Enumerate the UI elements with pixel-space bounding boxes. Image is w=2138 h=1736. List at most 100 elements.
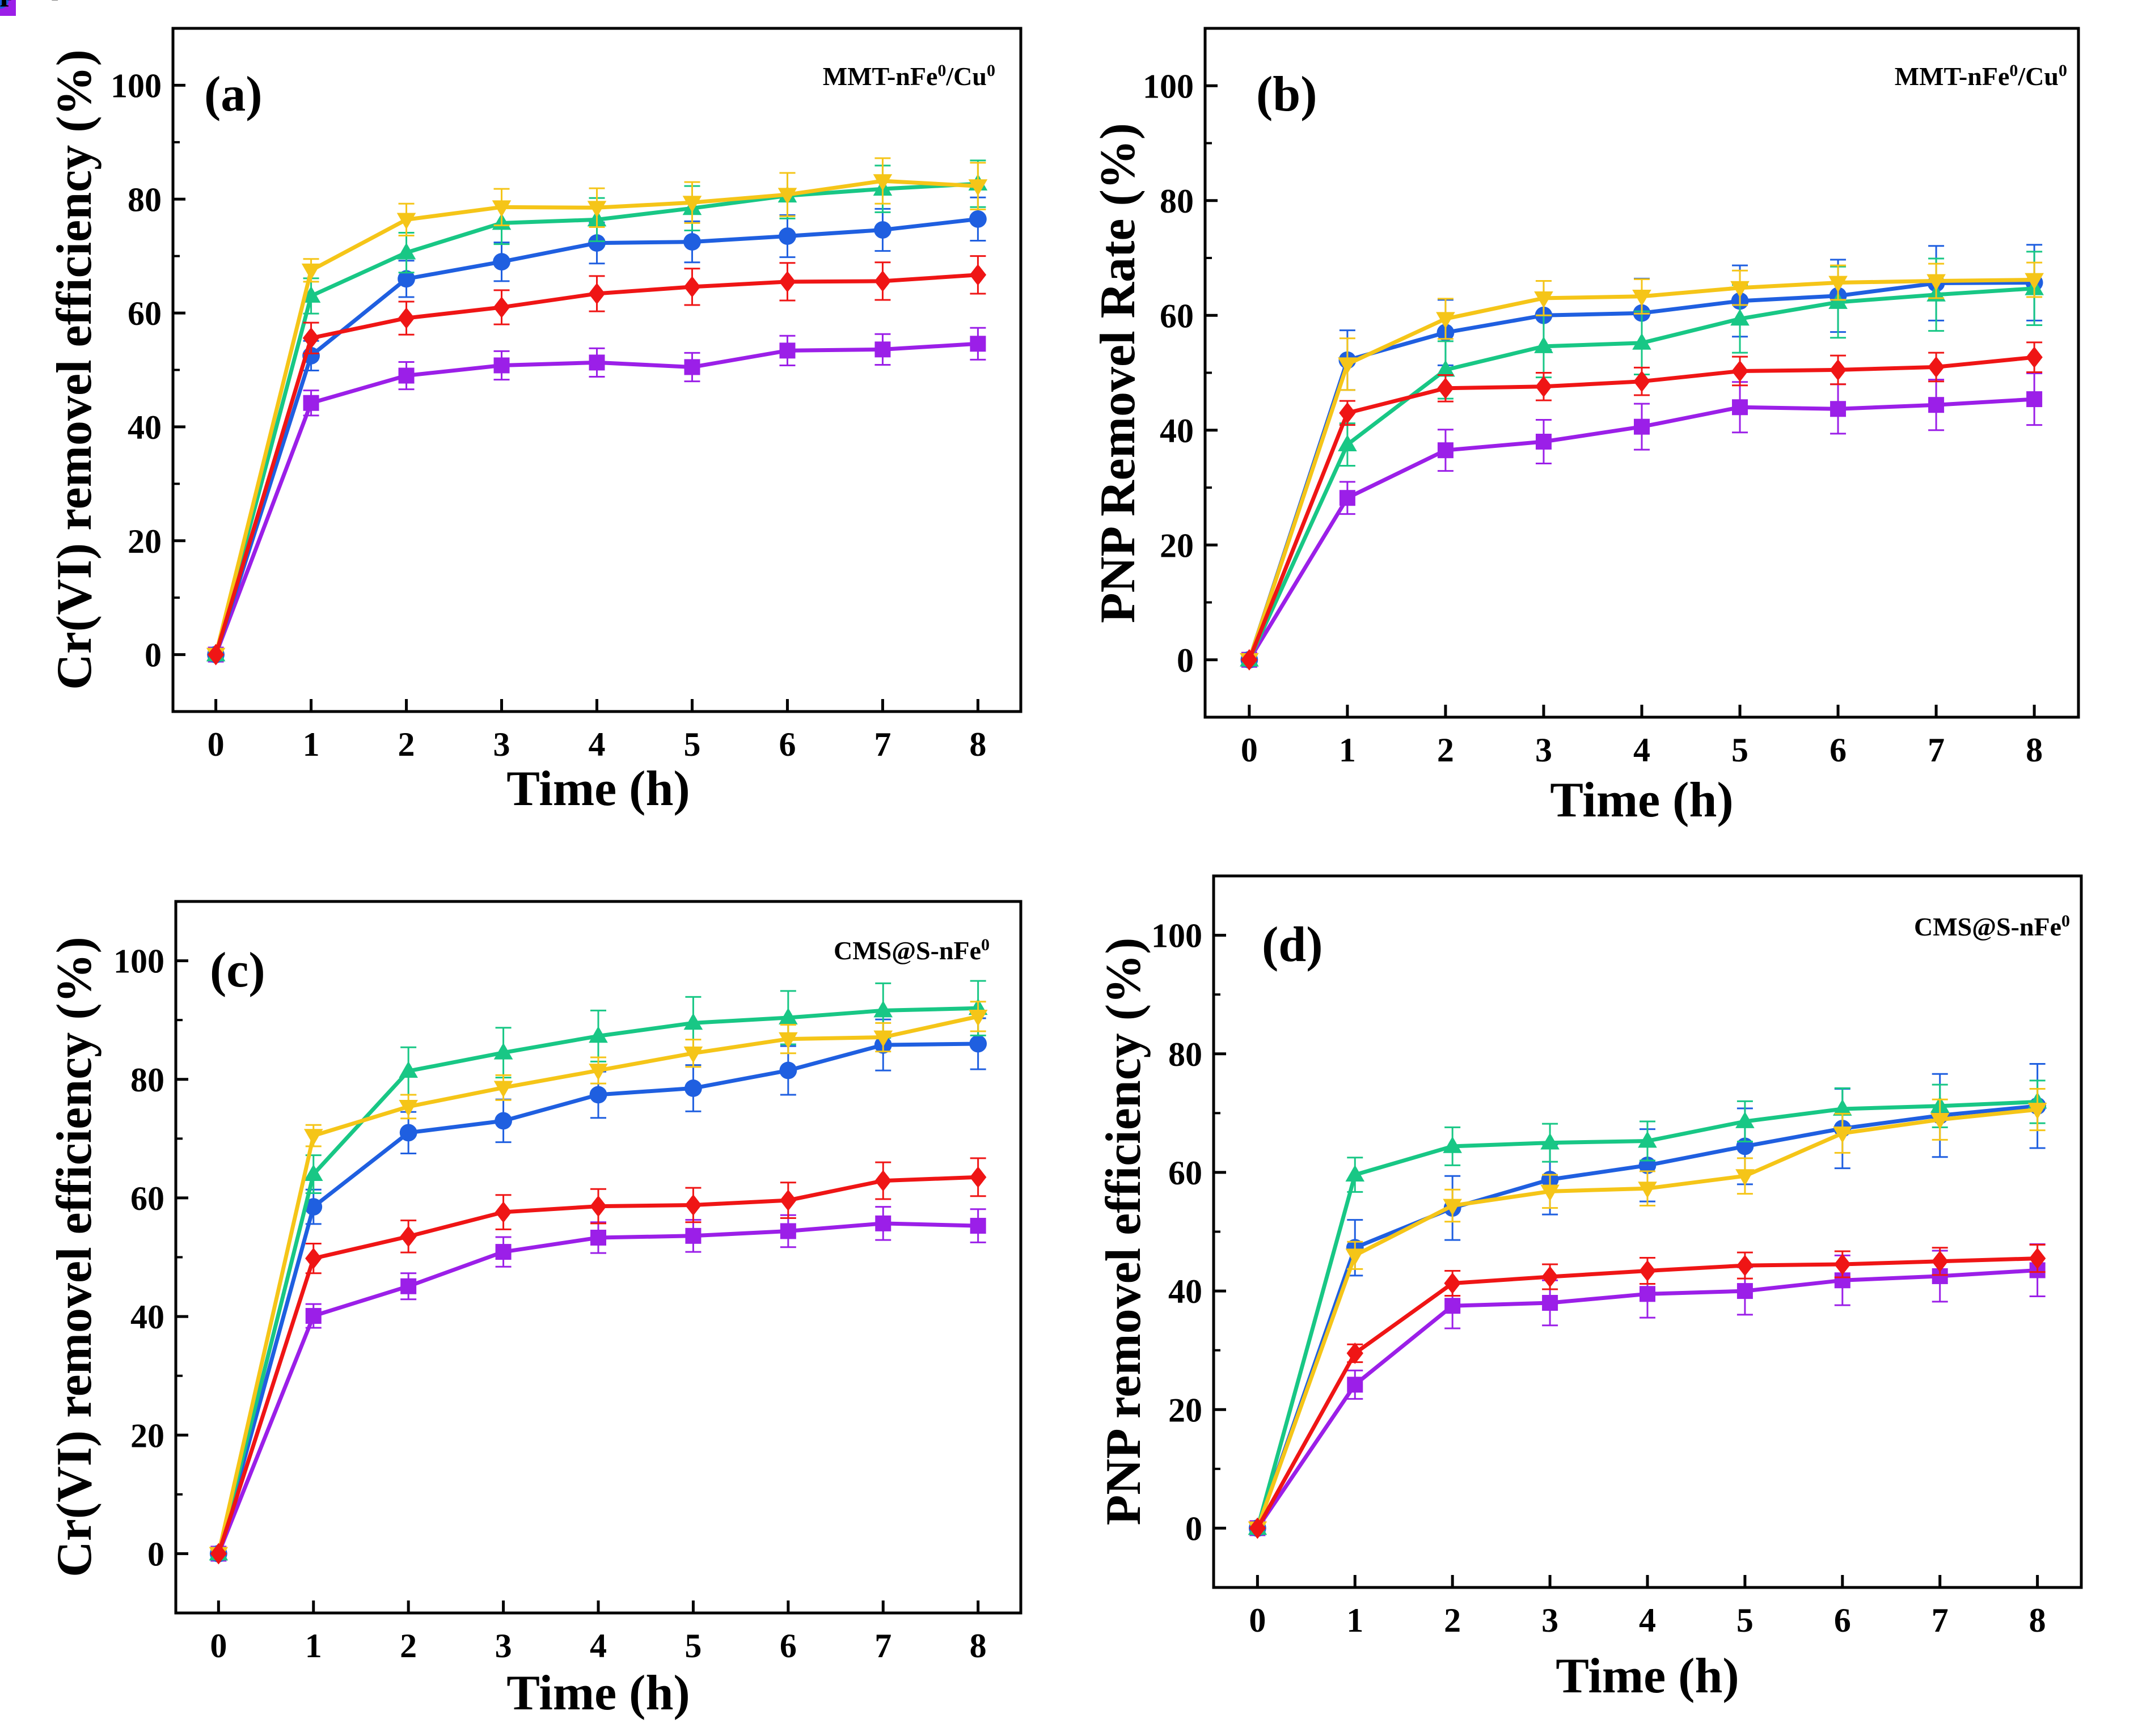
panel-c-material-sup: 0: [981, 935, 990, 954]
panel-c-series-ph-1-point: [305, 1308, 322, 1324]
panel-b-legend-ph-9: pH 9: [0, 0, 64, 7]
panel-c-series-ph-3-point: [305, 1198, 323, 1216]
panel-b-legend-ph-3-label: pH 3: [0, 0, 64, 7]
panel-a-y-tick-label: 60: [128, 295, 162, 332]
panel-d-x-tick-label: 3: [1541, 1602, 1558, 1639]
panel-b-series-ph-9-point: [1339, 402, 1356, 424]
panel-c-legend-ph-9-label: pH 9: [0, 0, 64, 7]
panel-c-legend-ph-1-label: pH 1: [0, 0, 64, 7]
panel-d-x-tick-label: 1: [1346, 1602, 1363, 1639]
panel-a-legend-ph-7-label: pH 7: [0, 0, 64, 7]
panel-c-series-ph-5-point: [493, 1043, 513, 1060]
panel-a-series-ph-3-point: [493, 253, 510, 271]
panel-b-material-name: MMT-nFe: [1895, 62, 2010, 91]
panel-c-series-ph-5-point: [303, 1164, 323, 1181]
panel-d-x-tick-label: 8: [2029, 1602, 2046, 1639]
panel-a-series-ph-1-point: [684, 359, 700, 375]
panel-d-series-ph-7-point: [1345, 1248, 1365, 1265]
panel-a-x-tick-label: 0: [208, 726, 225, 763]
panel-a-series-ph-7-point: [587, 201, 607, 218]
panel-b-y-tick-label: 100: [1143, 67, 1194, 105]
panel-a-x-tick-label: 7: [874, 726, 891, 763]
panel-d-ticks: 0 20 40 60 80 100 0 1 2 3 4 5 6 7 8: [1151, 875, 2046, 1639]
panel-a-series-ph-3-point: [779, 227, 796, 245]
panel-b-series-ph-5-point: [1436, 359, 1455, 377]
panel-a-series-ph-7-point: [778, 188, 797, 205]
panel-a-ticks: 0 20 40 60 80 100 0 1 2 3 4 5 6 7 8: [111, 27, 986, 763]
panel-c-series-ph-9-point: [590, 1195, 607, 1217]
panel-d-series-ph-5-point: [1540, 1133, 1560, 1150]
panel-a-x-tick-label: 1: [303, 726, 320, 763]
panel-d-series-ph-5-point: [1345, 1165, 1365, 1182]
panel-a-legend-ph-9-label: pH 9: [0, 0, 64, 7]
panel-b-series-ph-7-point: [1436, 312, 1455, 329]
panel-c-series-ph-5-point: [873, 1000, 893, 1018]
panel-b-material-sup: 0: [2009, 61, 2018, 80]
panel-d-label: (d): [1262, 917, 1323, 972]
panel-b-x-tick-label: 5: [1731, 731, 1748, 769]
panel-c-series-ph-9-point: [210, 1543, 227, 1565]
panel-c-y-axis-title: Cr(VI) removel efficiency (%): [47, 937, 102, 1577]
panel-d-x-tick-label: 5: [1736, 1602, 1754, 1639]
panel-b-y-tick-label: 80: [1160, 183, 1194, 220]
panel-b-series-ph-9-point: [2026, 346, 2043, 369]
panel-d-series-ph-1-point: [1444, 1298, 1461, 1314]
panel-c-x-axis-title: Time (h): [506, 1666, 690, 1721]
panel-a-x-tick-label: 2: [398, 726, 415, 763]
panel-b-series-ph-9: [1241, 341, 2043, 671]
panel-b-x-tick-label: 1: [1339, 731, 1356, 769]
panel-b-y-tick-label: 40: [1160, 412, 1194, 450]
panel-b-x-tick-label: 0: [1241, 731, 1258, 769]
panel-c-series-ph-9-point: [495, 1201, 512, 1223]
panel-c-x-tick-label: 7: [874, 1627, 891, 1665]
panel-a-material-sup2: 0: [987, 61, 995, 80]
panel-a-series-ph-1-point: [303, 395, 319, 411]
panel-d-series-ph-9-point: [1834, 1254, 1851, 1275]
panel-b-y-tick-label: 0: [1177, 642, 1194, 679]
panel-b-series-ph-7-point: [1926, 274, 1946, 291]
panel-b-y-tick-label: 60: [1160, 297, 1194, 335]
panel-d-legend-ph-1-label: pH 1: [0, 0, 64, 7]
panel-a-series: [206, 157, 988, 666]
panel-b-y-tick-label: 20: [1160, 527, 1194, 564]
panel-c-legend-ph-7-label: pH 7: [0, 0, 64, 7]
panel-c-series-ph-9-point: [305, 1247, 322, 1269]
panel-a-y-tick-label: 0: [145, 637, 162, 674]
panel-d-legend-ph-5-label: pH 5: [0, 0, 64, 7]
panel-d-series-ph-1-point: [1640, 1286, 1655, 1302]
panel-c-series-ph-1-point: [400, 1278, 417, 1294]
panel-c-x-tick-label: 2: [400, 1627, 417, 1665]
panel-d-legend-ph-7-label: pH 7: [0, 0, 64, 7]
panel-c-legend-ph-7: pH 7: [0, 0, 64, 7]
panel-a-series-ph-7-point: [682, 196, 702, 213]
panel-b-legend-ph-5-label: pH 5: [0, 0, 64, 7]
panel-a-series-ph-9-point: [302, 327, 320, 349]
panel-c-series-ph-7-point: [683, 1046, 703, 1064]
panel-b-legend-ph-1-label: pH 1: [0, 0, 64, 7]
panel-a-y-tick-label: 20: [128, 523, 162, 560]
panel-a-series-ph-3-point: [398, 270, 415, 288]
panel-b-x-tick-label: 2: [1437, 731, 1454, 769]
panel-c-series-ph-3-point: [685, 1079, 702, 1097]
panel-b-series-ph-7-point: [1730, 281, 1750, 298]
panel-a-series-ph-9-point: [779, 270, 796, 293]
panel-a-series-ph-7-point: [492, 200, 512, 217]
panel-a-legend-ph-9: pH 9: [0, 0, 64, 7]
panel-d-series-ph-7-point: [1638, 1182, 1657, 1199]
panel-a-legend-ph-7: pH 7: [0, 0, 64, 7]
panel-a-series-ph-1: [208, 327, 986, 663]
panel-b-series-ph-9-point: [1928, 356, 1945, 378]
panel-d-legend: pH 1pH 3pH 5pH 7pH 9: [0, 0, 64, 16]
panel-c-series-ph-9-point: [685, 1194, 702, 1216]
panel-c-series-ph-3-point: [969, 1035, 987, 1053]
panel-b-series-ph-1-point: [1634, 418, 1650, 435]
panel-a-y-axis-title: Cr(VI) removel efficiency (%): [47, 49, 102, 690]
panel-b-x-axis-title: Time (h): [1550, 773, 1733, 828]
panel-b-series-ph-9-point: [1633, 370, 1650, 392]
panel-c-y-tick-label: 0: [147, 1535, 164, 1573]
panel-c-x-tick-label: 1: [305, 1627, 322, 1665]
